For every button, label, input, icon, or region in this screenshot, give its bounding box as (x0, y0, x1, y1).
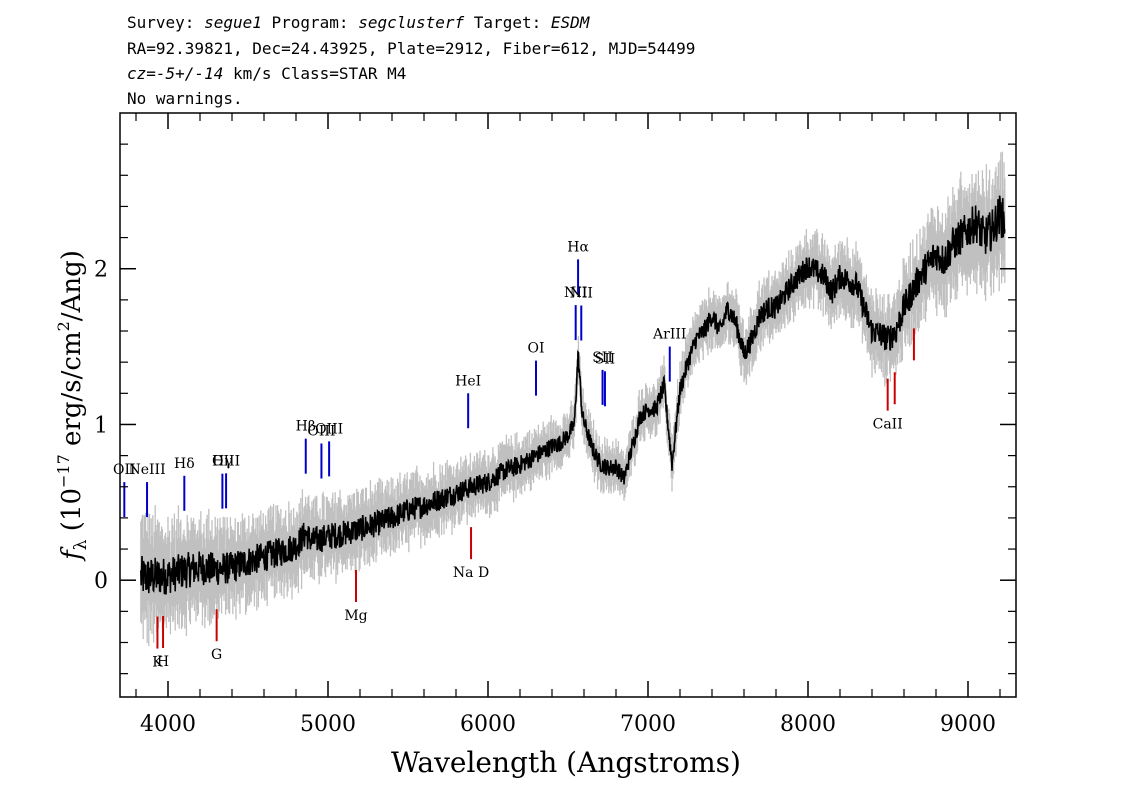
emission-line-label: NeIII (128, 462, 165, 478)
emission-line-label: ArIII (652, 327, 686, 343)
x-tick-label: 4000 (140, 712, 196, 737)
absorption-line-label: Na D (453, 565, 489, 581)
x-tick-label: 8000 (780, 712, 836, 737)
absorption-line-label: G (211, 647, 222, 663)
program-value: segclusterf (358, 13, 465, 32)
flux-series (140, 195, 1006, 595)
survey-label: Survey: (127, 13, 205, 32)
y-label-exp: −17 (54, 454, 73, 488)
target-value: ESDM (550, 13, 590, 32)
emission-line-label: OI (527, 341, 544, 357)
emission-line-label: SII (595, 351, 616, 367)
emission-line-label: Hδ (174, 456, 195, 472)
x-tick-label: 7000 (620, 712, 676, 737)
program-label: Program: (261, 13, 359, 32)
survey-value: segue1 (204, 13, 262, 32)
error-band (140, 151, 1006, 647)
emission-line-label: Hγ (212, 454, 233, 470)
y-label-lambda: λ (71, 539, 91, 550)
x-tick-label: 9000 (940, 712, 996, 737)
absorption-line-label: H (157, 654, 169, 670)
emission-line-label: Hβ (296, 419, 316, 435)
absorption-line-label: K (152, 655, 163, 671)
header-line-2: RA=92.39821, Dec=24.43925, Plate=2912, F… (127, 39, 696, 58)
flux-line (140, 195, 1006, 595)
emission-line-label: OIII (307, 424, 335, 440)
y-tick-label: 2 (94, 258, 108, 283)
y-tick-label: 0 (94, 569, 108, 594)
emission-line-label: OIII (315, 421, 343, 437)
emission-line-label: HeI (455, 373, 481, 389)
x-tick-label: 6000 (460, 712, 516, 737)
plot-frame (119, 112, 1017, 698)
y-axis-label: fλ (10−17 erg/s/cm2/Ang) (54, 250, 91, 562)
emission-line-label: NII (564, 285, 587, 301)
y-label-tail: /Ang) (57, 250, 87, 321)
absorption-line-label: Mg (344, 608, 367, 624)
emission-line-label: SII (592, 350, 613, 366)
header-line-4: No warnings. (127, 89, 243, 108)
emission-line-label: Hα (567, 239, 589, 255)
y-tick-label: 1 (94, 413, 108, 438)
redshift-value: cz=-5+/-14 (127, 64, 224, 83)
emission-line-label: OIII (212, 453, 240, 469)
header-line-1: Survey: segue1 Program: segclusterf Targ… (127, 15, 589, 31)
target-label: Target: (464, 13, 551, 32)
y-label-sq: 2 (54, 321, 73, 331)
y-label-body: (10 (57, 488, 87, 540)
absorption-line-label: CaII (873, 417, 903, 433)
header-line-3: cz=-5+/-14 km/s Class=STAR M4 (127, 66, 406, 82)
emission-line-label: NII (570, 286, 593, 302)
emission-line-label: OII (113, 462, 136, 478)
x-axis-label: Wavelength (Angstroms) (391, 746, 741, 779)
class-text: km/s Class=STAR M4 (223, 64, 407, 83)
y-label-units: erg/s/cm (57, 331, 87, 454)
axis-ticks: 4000 5000 6000 7000 8000 9000 0 1 2 (94, 113, 1016, 737)
x-tick-label: 5000 (300, 712, 356, 737)
